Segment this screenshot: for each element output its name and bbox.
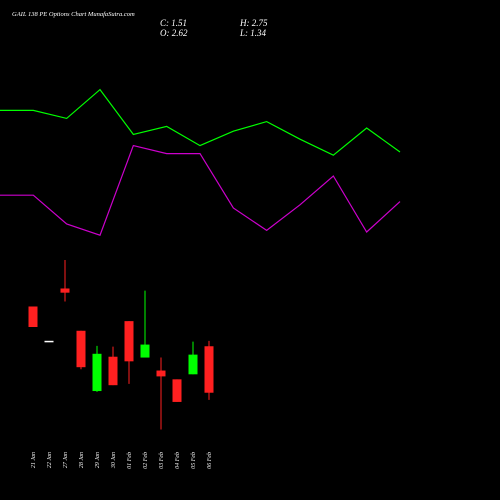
x-tick-label: 06 Feb (207, 452, 213, 469)
summary-item: H: 2.75 (239, 18, 268, 28)
candle-body (92, 353, 102, 392)
candle-body (140, 344, 150, 358)
chart-title: GAIL 138 PE Options Chart MunafaSutra.co… (12, 11, 135, 18)
x-tick-label: 21 Jan (31, 452, 37, 468)
summary-item: L: 1.34 (239, 28, 267, 38)
candle-body (108, 356, 118, 386)
x-tick-label: 04 Feb (174, 452, 181, 469)
x-tick-label: 30 Jan (111, 452, 117, 469)
candle-body (60, 288, 70, 293)
summary-item: O: 2.62 (160, 28, 188, 38)
summary-item: C: 1.51 (160, 18, 187, 28)
x-tick-label: 01 Feb (127, 452, 133, 469)
candle-body (156, 370, 166, 377)
x-tick-label: 02 Feb (143, 452, 149, 469)
summary-label: C: (160, 18, 169, 28)
summary-label: H: (239, 18, 250, 28)
candle-body (172, 379, 182, 402)
candle-body (28, 306, 38, 327)
x-tick-label: 05 Feb (191, 452, 197, 469)
candle-body (76, 330, 86, 368)
candle-body (204, 346, 214, 393)
summary-value: 2.62 (172, 28, 188, 38)
indicator-line (0, 88, 401, 156)
x-tick-label: 27 Jan (63, 452, 69, 468)
candle-body (44, 340, 54, 343)
candle-body (124, 321, 134, 362)
summary-label: O: (160, 28, 170, 38)
x-tick-label: 28 Jan (79, 452, 85, 468)
summary-value: 2.75 (252, 18, 268, 28)
x-tick-label: 29 Jan (95, 452, 101, 468)
x-tick-label: 22 Jan (47, 452, 53, 468)
summary-value: 1.51 (171, 18, 187, 28)
indicator-line (0, 144, 401, 236)
summary-label: L: (239, 28, 248, 38)
candle-body (188, 354, 198, 375)
x-tick-label: 03 Feb (159, 452, 165, 469)
summary-value: 1.34 (250, 28, 266, 38)
